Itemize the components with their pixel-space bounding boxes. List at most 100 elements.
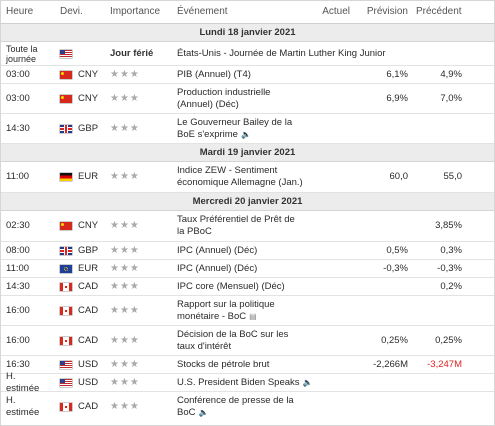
event-currency: CNY (78, 220, 99, 231)
importance-stars: ★★★ (110, 262, 140, 274)
event-previous: 0,25% (435, 334, 462, 346)
event-time: 03:00 (6, 92, 30, 104)
importance-stars: ★★★ (110, 68, 140, 80)
event-time: 16:00 (6, 304, 30, 316)
event-forecast: 60,0 (389, 171, 409, 182)
event-name[interactable]: PIB (Annuel) (T4) (177, 68, 251, 80)
event-currency: CAD (78, 401, 99, 412)
event-currency: EUR (78, 171, 99, 182)
importance-stars: ★★★ (110, 376, 140, 388)
header-previous[interactable]: Précédent (416, 6, 462, 17)
event-currency: GBP (78, 122, 99, 134)
us-flag-icon (60, 360, 72, 369)
event-importance: Jour férié (110, 47, 154, 59)
event-name[interactable]: U.S. President Biden Speaks (177, 376, 300, 388)
header-time[interactable]: Heure (6, 6, 34, 17)
day-header: Mercredi 20 janvier 2021 (1, 193, 494, 211)
event-forecast: 6,9% (386, 92, 408, 104)
event-forecast: 0,25% (381, 334, 408, 346)
event-currency: USD (78, 376, 99, 388)
event-name[interactable]: Conférence de presse de la BoC (177, 395, 294, 418)
ca-flag-icon (60, 306, 72, 315)
event-previous: -3,247M (427, 358, 462, 370)
event-name[interactable]: Le Gouverneur Bailey de la BoE s'exprime (177, 116, 293, 140)
event-row[interactable]: 11:00 EUR ★★★ Indice ZEW - Sentiment éco… (1, 162, 494, 193)
event-name[interactable]: États-Unis - Journée de Martin Luther Ki… (177, 47, 386, 59)
event-row[interactable]: 03:00 CNY ★★★ Production industrielle (A… (1, 84, 494, 114)
header-forecast[interactable]: Prévision (366, 6, 408, 17)
ca-flag-icon (60, 282, 72, 291)
event-name[interactable]: Indice ZEW - Sentiment économique Allema… (177, 165, 303, 188)
event-time: 02:30 (6, 220, 30, 231)
importance-stars: ★★★ (110, 244, 140, 256)
event-row[interactable]: 03:00 CNY ★★★ PIB (Annuel) (T4) 6,1% 4,9… (1, 66, 494, 84)
header-currency[interactable]: Devi. (60, 6, 83, 17)
importance-stars: ★★★ (110, 280, 140, 292)
event-name[interactable]: Taux Préférentiel de Prêt de la PBoC (177, 214, 295, 237)
ca-flag-icon (60, 336, 72, 345)
event-previous: 0,3% (440, 244, 462, 256)
event-previous: 0,2% (440, 280, 462, 292)
cn-flag-icon (60, 70, 72, 79)
speaker-icon: 🔈 (198, 408, 209, 417)
event-row[interactable]: 14:30 CAD ★★★ IPC core (Mensuel) (Déc) 0… (1, 278, 494, 296)
event-previous: 4,9% (440, 68, 462, 80)
event-name[interactable]: IPC core (Mensuel) (Déc) (177, 280, 285, 292)
event-row[interactable]: H. estimée CAD ★★★ Conférence de presse … (1, 392, 494, 422)
event-row[interactable]: 11:00 EUR ★★★ IPC (Annuel) (Déc) -0,3% -… (1, 260, 494, 278)
importance-stars: ★★★ (110, 358, 140, 370)
event-previous: 7,0% (440, 92, 462, 104)
importance-stars: ★★★ (110, 304, 140, 316)
cn-flag-icon (60, 222, 72, 230)
event-forecast: -0,3% (383, 262, 408, 274)
event-row[interactable]: 14:30 GBP ★★★ Le Gouverneur Bailey de la… (1, 114, 494, 144)
event-currency: EUR (78, 262, 99, 274)
event-time: 16:00 (6, 334, 30, 346)
event-time: H. estimée (6, 395, 40, 418)
header-importance[interactable]: Importance (110, 6, 161, 17)
event-time: 03:00 (6, 68, 30, 80)
event-row[interactable]: 16:30 USD ★★★ Stocks de pétrole brut -2,… (1, 356, 494, 374)
event-forecast: 6,1% (386, 68, 408, 80)
event-row[interactable]: 02:30 CNY ★★★ Taux Préférentiel de Prêt … (1, 211, 494, 242)
event-row[interactable]: Toute la journée Jour férié États-Unis -… (1, 42, 494, 66)
speaker-icon: 🔈 (302, 377, 313, 387)
event-row[interactable]: 16:00 CAD ★★★ Rapport sur la politique m… (1, 296, 494, 326)
event-name[interactable]: Rapport sur la politique monétaire - BoC (177, 298, 275, 322)
event-time: 11:00 (6, 171, 30, 182)
de-flag-icon (60, 173, 72, 181)
event-row[interactable]: 16:00 CAD ★★★ Décision de la BoC sur les… (1, 326, 494, 356)
cn-flag-icon (60, 94, 72, 103)
event-row[interactable]: 08:00 GBP ★★★ IPC (Annuel) (Déc) 0,5% 0,… (1, 242, 494, 260)
event-currency: CAD (78, 304, 99, 316)
event-time: 14:30 (6, 280, 30, 292)
event-name[interactable]: Stocks de pétrole brut (177, 358, 270, 370)
event-time: Toute la journée (6, 43, 38, 64)
document-icon[interactable]: ▤ (249, 311, 257, 321)
importance-stars: ★★★ (110, 92, 140, 104)
event-forecast: 0,5% (386, 244, 408, 256)
event-currency: GBP (78, 244, 99, 256)
event-name[interactable]: IPC (Annuel) (Déc) (177, 244, 258, 256)
header-event[interactable]: Événement (177, 6, 228, 17)
event-currency: CAD (78, 334, 99, 346)
event-currency: CAD (78, 280, 99, 292)
event-time: 08:00 (6, 244, 30, 256)
day-header: Lundi 18 janvier 2021 (1, 24, 494, 42)
importance-stars: ★★★ (110, 401, 140, 412)
event-currency: CNY (78, 92, 99, 104)
gb-flag-icon (60, 246, 72, 255)
importance-stars: ★★★ (110, 171, 140, 182)
event-row[interactable]: H. estimée USD ★★★ U.S. President Biden … (1, 371, 494, 394)
header-actual[interactable]: Actuel (322, 6, 350, 17)
importance-stars: ★★★ (110, 122, 140, 134)
us-flag-icon (60, 378, 72, 387)
event-name[interactable]: IPC (Annuel) (Déc) (177, 262, 258, 274)
event-currency: CNY (78, 68, 99, 80)
event-previous: 3,85% (435, 220, 462, 231)
event-name[interactable]: Production industrielle (Annuel) (Déc) (177, 86, 271, 110)
gb-flag-icon (60, 124, 72, 133)
event-name[interactable]: Décision de la BoC sur les taux d'intérê… (177, 328, 289, 352)
ca-flag-icon (60, 403, 72, 411)
